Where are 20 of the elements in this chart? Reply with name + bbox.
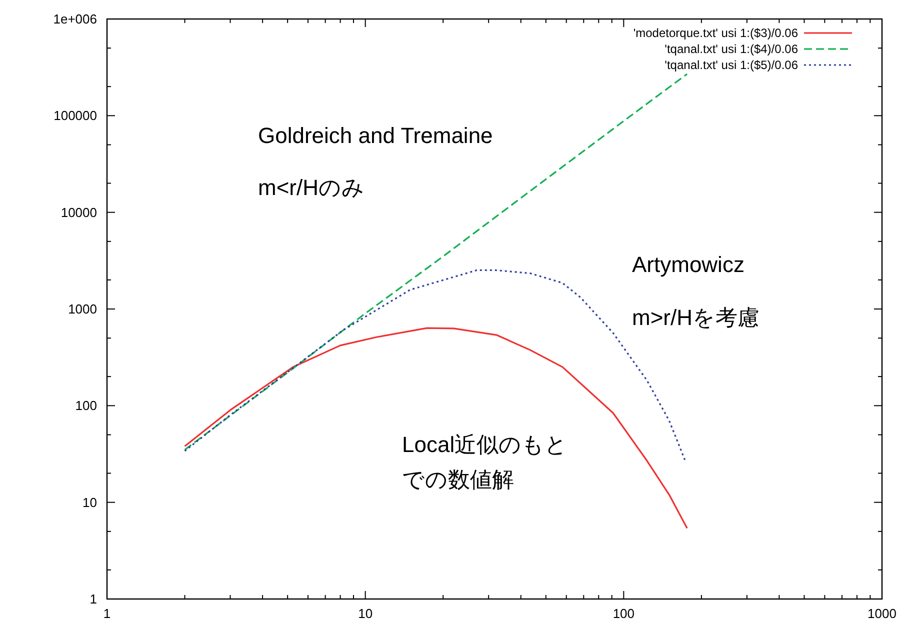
- x-tick-label: 100: [612, 606, 635, 621]
- annotation: m<r/Hのみ: [258, 175, 364, 200]
- x-tick-label: 10: [358, 606, 373, 621]
- y-tick-label: 1e+006: [53, 12, 97, 26]
- legend-label: 'tqanal.txt' usi 1:($5)/0.06: [664, 58, 798, 72]
- annotation: Local近似のもと: [402, 432, 568, 457]
- y-tick-label: 100000: [54, 108, 97, 124]
- x-tick-label: 1000: [868, 606, 896, 621]
- annotation: Artymowicz: [632, 252, 744, 277]
- y-tick-label: 1000: [68, 302, 97, 316]
- x-tick-label: 1: [103, 606, 111, 621]
- annotation: Goldreich and Tremaine: [258, 123, 493, 148]
- legend-label: 'modetorque.txt' usi 1:($3)/0.06: [633, 26, 798, 40]
- y-tick-label: 10000: [60, 204, 97, 220]
- legend-label: 'tqanal.txt' usi 1:($4)/0.06: [664, 42, 798, 56]
- y-tick-label: 100: [75, 398, 97, 414]
- annotation: m>r/Hを考慮: [632, 305, 760, 330]
- y-tick-label: 1: [90, 592, 97, 606]
- annotation: での数値解: [402, 467, 514, 492]
- y-tick-label: 10: [82, 494, 97, 510]
